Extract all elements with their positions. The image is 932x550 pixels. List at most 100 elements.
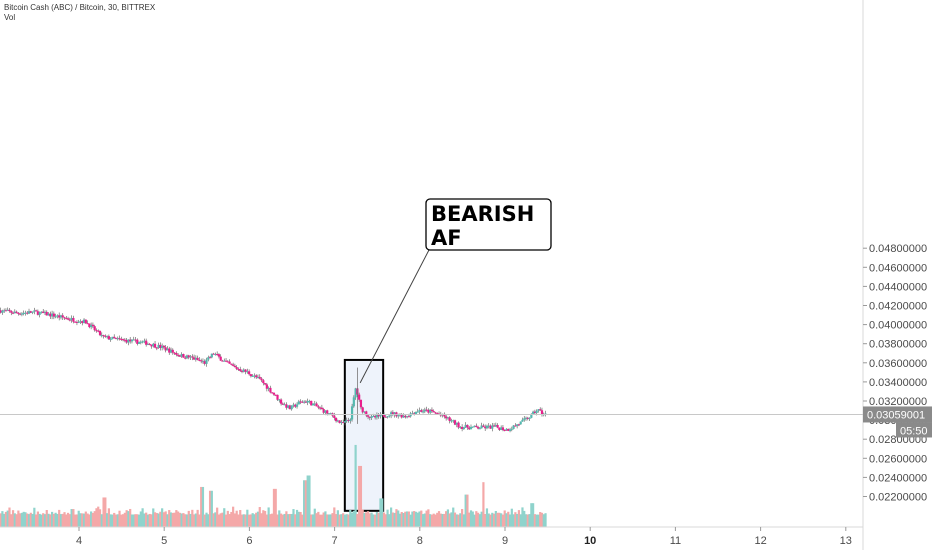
volume-bar [439,513,442,527]
candle-body [352,397,355,407]
candle-body [162,345,166,348]
volume-bar [292,509,295,527]
candle-body [111,336,114,340]
current-price-line: 0.03059001 05:50 [0,406,932,438]
candle-body [324,410,327,413]
volume-bar [427,509,430,527]
volume-bar [36,511,39,527]
volume-bar [24,512,27,527]
volume-legend[interactable]: Vol [4,13,16,22]
candle-body [390,412,393,416]
highlight-box[interactable] [343,358,385,512]
current-price-tag[interactable]: 0.03059001 05:50 [863,406,932,438]
symbol-title[interactable]: Bitcoin Cash (ABC) / Bitcoin, 30, BITTRE… [4,3,156,12]
volume-bar [366,511,370,527]
candle-body [432,411,435,413]
candle-body [91,324,95,327]
volume-bar [324,511,327,527]
candle-body [462,427,465,429]
price-scale[interactable]: 0.022000000.024000000.026000000.02800000… [863,243,927,504]
volume-bar [461,509,464,527]
x-tick-label: 10 [584,535,596,547]
callout-text: AF [431,226,462,250]
candle-body [35,310,38,312]
volume-bar [372,514,375,527]
volume-bar [489,514,492,527]
candle-body [192,357,196,360]
volume-bar [230,511,233,527]
volume-bar [153,512,157,527]
volume-bar [484,514,487,527]
candle-body [88,323,91,328]
time-scale[interactable]: 4 5 6 7 8 9 10 11 12 13 [76,527,852,547]
volume-bar [375,512,379,527]
volume-bar [3,513,6,527]
y-tick-label: 0.04800000 [869,243,927,255]
volume-bar [217,514,221,527]
candle-body [260,378,263,381]
candle-body [200,360,203,362]
callout-box[interactable] [425,198,552,251]
y-tick-label: 0.02400000 [869,472,927,484]
candle-body [219,356,222,361]
candle-body [359,399,363,408]
volume-bar [205,512,208,527]
volume-bar [132,514,135,527]
candle-body [322,409,325,413]
candle-body [237,368,240,370]
volume-bar [201,486,205,527]
candle-body [347,419,350,421]
volume-bar [468,512,471,527]
volume-bar [370,512,373,527]
candle-body [79,321,82,323]
volume-bar [155,513,158,527]
candle-body [342,422,345,424]
candle-body [452,420,455,422]
volume-bar [20,512,24,527]
candle-body [141,341,144,343]
candle-body [31,311,34,313]
y-tick-label: 0.03800000 [869,339,927,351]
current-price-label: 0.03059001 [867,409,925,421]
x-tick-label: 13 [840,535,852,547]
volume-bar [74,514,77,527]
candle-body [136,339,139,344]
volume-bar [386,509,389,527]
volume-bar [79,513,82,527]
candle-body [361,407,364,413]
volume-bar [319,514,322,527]
volume-bar [327,514,331,527]
volume-bar [423,513,426,527]
volume-bar [175,510,178,527]
candle-body [81,321,84,324]
volume-bar [10,514,13,527]
candle-body [152,343,155,347]
candle-body [457,422,460,428]
volume-bar [496,512,499,527]
volume-bar [258,507,261,527]
volume-bar [106,513,109,527]
volume-bar [288,513,292,527]
candle-body [436,413,439,415]
candle-body [405,416,409,418]
volume-bar [281,514,284,527]
candle-body [75,321,79,323]
volume-bar [404,511,407,527]
volume-bar [249,514,252,527]
volume-bar [233,513,237,527]
volume-bar [526,514,529,527]
candle-body [1,310,4,313]
candle-body [496,424,499,428]
candle-body [262,380,265,384]
y-tick-label: 0.04600000 [869,262,927,274]
volume-bar [219,513,222,527]
volume-bar [333,507,336,527]
candle-body [155,347,158,349]
candle-body [475,425,478,428]
volume-bar [310,514,313,527]
volume-bar [228,514,231,527]
candle-body [329,413,332,415]
